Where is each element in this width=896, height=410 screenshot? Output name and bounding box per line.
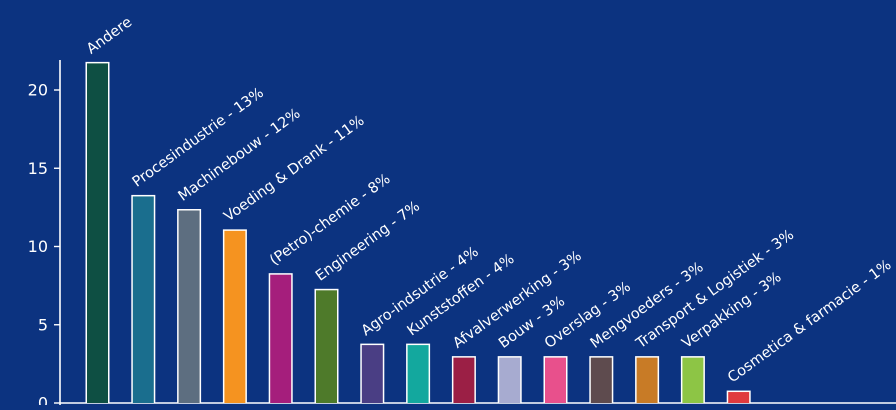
y-tick-label: 0: [38, 394, 48, 406]
bar: [636, 357, 658, 403]
bar: [224, 230, 246, 403]
bar: [728, 392, 750, 403]
y-tick-label: 20: [28, 81, 48, 100]
bars: [85, 61, 751, 404]
y-tick-label: 10: [28, 237, 48, 256]
category-label: Andere: [84, 14, 135, 57]
bar: [316, 290, 337, 403]
bar: [682, 357, 704, 403]
bar: [361, 345, 383, 403]
category-label: (Petro)-chemie - 8%: [267, 171, 393, 269]
bar: [499, 357, 521, 403]
bar: [453, 357, 475, 403]
bar: [270, 274, 292, 403]
y-tick-label: 5: [38, 315, 48, 334]
bar: [132, 196, 154, 403]
bar: [590, 357, 612, 403]
y-tick-label: 15: [28, 159, 48, 178]
bar: [87, 63, 108, 404]
bar: [407, 345, 429, 403]
category-label: Cosmetica & farmacie - 1%: [725, 257, 894, 386]
category-label: Machinebouw - 12%: [176, 106, 304, 205]
bar: [178, 210, 200, 403]
bar: [545, 357, 566, 403]
